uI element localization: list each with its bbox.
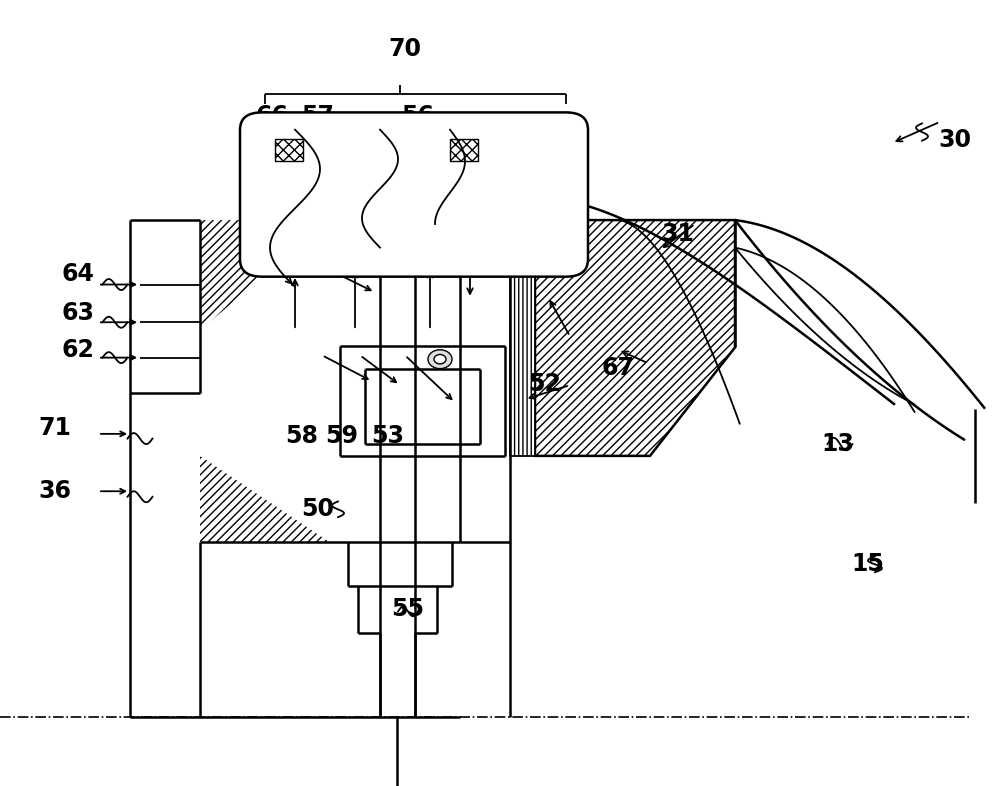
Polygon shape — [200, 456, 330, 542]
Text: 15: 15 — [852, 553, 884, 576]
Circle shape — [434, 354, 446, 364]
Text: 50: 50 — [302, 498, 334, 521]
Polygon shape — [510, 220, 535, 456]
Text: 73: 73 — [542, 160, 574, 183]
Text: 13: 13 — [822, 432, 854, 456]
Bar — [275, 139, 303, 161]
Text: 67: 67 — [602, 356, 635, 380]
Text: 36: 36 — [38, 479, 72, 503]
Polygon shape — [535, 220, 735, 456]
Text: 53: 53 — [372, 424, 404, 448]
Circle shape — [428, 350, 452, 369]
Text: 55: 55 — [392, 597, 424, 621]
Text: 70: 70 — [388, 37, 422, 61]
Text: 62: 62 — [62, 338, 94, 362]
Text: 57: 57 — [302, 105, 334, 128]
Bar — [450, 139, 478, 161]
Text: 65: 65 — [492, 199, 524, 222]
Text: 59: 59 — [326, 424, 358, 448]
Text: 66: 66 — [256, 105, 288, 128]
Text: 58: 58 — [286, 424, 318, 448]
FancyBboxPatch shape — [240, 112, 588, 277]
Text: 56: 56 — [402, 105, 434, 128]
Text: 71: 71 — [39, 417, 71, 440]
Text: 63: 63 — [62, 301, 94, 325]
Text: 52: 52 — [529, 372, 561, 395]
Text: 30: 30 — [938, 128, 972, 152]
Text: 31: 31 — [662, 222, 694, 246]
Text: 64: 64 — [62, 262, 94, 285]
Polygon shape — [200, 220, 330, 330]
